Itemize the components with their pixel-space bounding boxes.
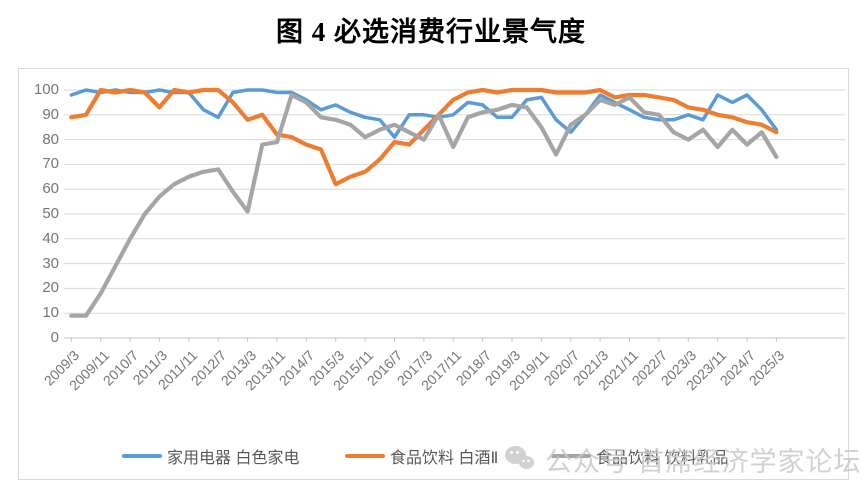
series-line-1 <box>69 87 779 187</box>
y-tick-label-20: 20 <box>42 279 59 297</box>
chart-title: 图 4 必选消费行业景气度 <box>276 17 586 47</box>
y-tick-label-90: 90 <box>42 105 59 123</box>
legend-marker-icon <box>551 453 591 459</box>
legend-label: 家用电器 白色家电 <box>167 450 300 467</box>
y-tick-label-0: 0 <box>50 329 59 346</box>
legend-label: 食品饮料 饮料乳品 <box>596 450 729 467</box>
series-line-2 <box>69 92 779 318</box>
legend-marker-icon <box>122 453 162 459</box>
y-tick-label-80: 80 <box>42 130 59 148</box>
y-tick-label-60: 60 <box>42 180 59 198</box>
legend-label: 食品饮料 白酒Ⅱ <box>390 450 499 467</box>
legend-item-0: 家用电器 白色家电 <box>122 444 299 468</box>
y-tick-label-70: 70 <box>42 155 59 173</box>
y-tick-label-40: 40 <box>42 229 59 247</box>
y-tick-label-50: 50 <box>42 205 59 222</box>
y-tick-label-30: 30 <box>42 254 59 272</box>
legend-item-1: 食品饮料 白酒Ⅱ <box>345 444 498 468</box>
y-tick-label-100: 100 <box>33 81 59 98</box>
y-tick-label-10: 10 <box>42 304 59 322</box>
legend-item-2: 食品饮料 饮料乳品 <box>551 444 728 468</box>
legend-marker-icon <box>345 453 385 459</box>
